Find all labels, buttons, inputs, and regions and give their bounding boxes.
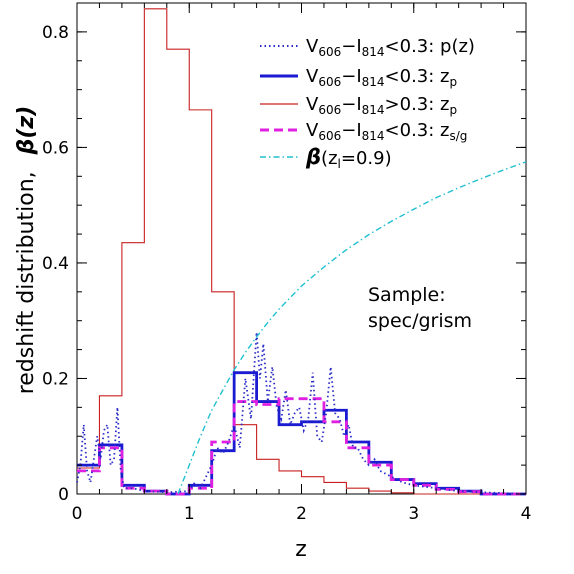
- y-tick-label: 0: [58, 485, 69, 505]
- y-tick-label: 0.2: [42, 369, 69, 389]
- y-tick-label: 0.8: [42, 23, 69, 43]
- x-tick-label: 1: [184, 504, 195, 524]
- y-axis-title: redshift distribution, β(z): [14, 106, 39, 395]
- y-tick-label: 0.6: [42, 138, 69, 158]
- x-tick-label: 3: [408, 504, 419, 524]
- x-tick-label: 0: [72, 504, 83, 524]
- annotation-line-1: Sample:: [368, 284, 446, 306]
- y-tick-label: 0.4: [42, 254, 69, 274]
- legend-label-pz: V606−I814<0.3: p(z): [306, 36, 475, 59]
- series-line-3: [77, 397, 526, 496]
- x-tick-label: 2: [296, 504, 307, 524]
- legend-label-zp-red: V606−I814>0.3: zp: [306, 94, 457, 117]
- legend-label-zsg: V606−I814<0.3: zs/g: [306, 120, 467, 143]
- annotation-line-2: spec/grism: [368, 310, 472, 332]
- series-layer: [76, 8, 527, 496]
- x-tick-label: 4: [521, 504, 532, 524]
- ticks-layer: 0 1 2 3 4 0 0.2 0.4 0.6 0.8: [42, 2, 532, 524]
- legend-label-zp-blue: V606−I814<0.3: zp: [306, 66, 457, 89]
- y-axis-title-symbol: β(z): [14, 106, 39, 156]
- legend: V606−I814<0.3: p(z) V606−I814<0.3: zp V6…: [260, 36, 475, 171]
- series-line-4: [177, 161, 527, 495]
- legend-label-beta: β(zl=0.9): [305, 145, 392, 171]
- series-line-0: [76, 332, 527, 495]
- y-axis-title-text: redshift distribution,: [14, 171, 39, 394]
- x-axis-title: z: [295, 537, 307, 562]
- svg-text:redshift distribution, β: redshift distribution, β(z): [14, 106, 39, 395]
